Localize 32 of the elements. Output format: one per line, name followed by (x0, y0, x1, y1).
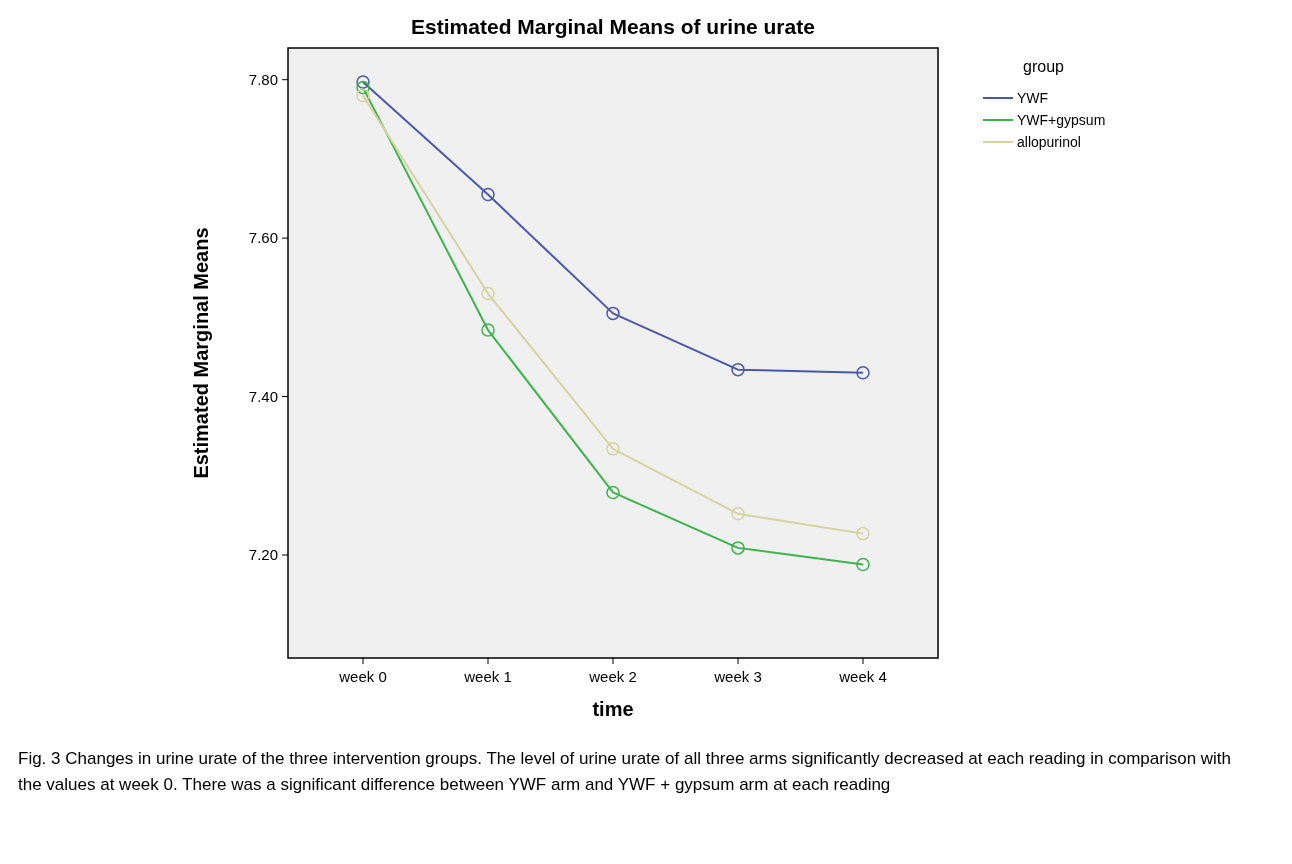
y-tick-label: 7.80 (248, 70, 278, 88)
x-tick-label: week 2 (588, 668, 637, 685)
x-tick-label: week 3 (713, 668, 762, 685)
point (356, 75, 370, 89)
point (606, 485, 620, 500)
point (856, 557, 870, 572)
x-axis-title: time (592, 698, 634, 720)
point (481, 187, 495, 202)
point (481, 286, 495, 301)
point (481, 323, 495, 337)
y-tick-label: 7.40 (248, 387, 278, 405)
y-tick-label: 7.20 (248, 546, 278, 564)
point (856, 366, 870, 380)
y-axis-title: Estimated Marginal Means (190, 227, 212, 479)
legend-label: YWF+gypsum (1017, 111, 1106, 128)
point (356, 88, 370, 103)
x-tick-label: week 4 (838, 668, 887, 685)
point (606, 306, 620, 321)
x-tick-label: week 0 (338, 668, 387, 685)
point (856, 526, 870, 541)
point (606, 442, 620, 456)
caption: Fig. 3 Changes in urine urate of the three intervention groups. The level of urine urate of all three arms significantly decreased at each reading in comparison with the values at week 0. There was a significant difference between YWF arm and YWF + gypsum arm at each reading (18, 748, 1233, 796)
legend-label: allopurinol (1017, 133, 1081, 150)
legend-label: YWF (1017, 89, 1049, 106)
point (731, 507, 745, 521)
legend-title: group (1023, 58, 1065, 75)
chart-title: Estimated Marginal Means of urine urate (411, 15, 815, 38)
x-tick-label: week 1 (463, 668, 512, 685)
y-tick-label: 7.60 (248, 229, 278, 247)
point (731, 541, 745, 555)
point (356, 80, 370, 95)
point (731, 362, 745, 377)
